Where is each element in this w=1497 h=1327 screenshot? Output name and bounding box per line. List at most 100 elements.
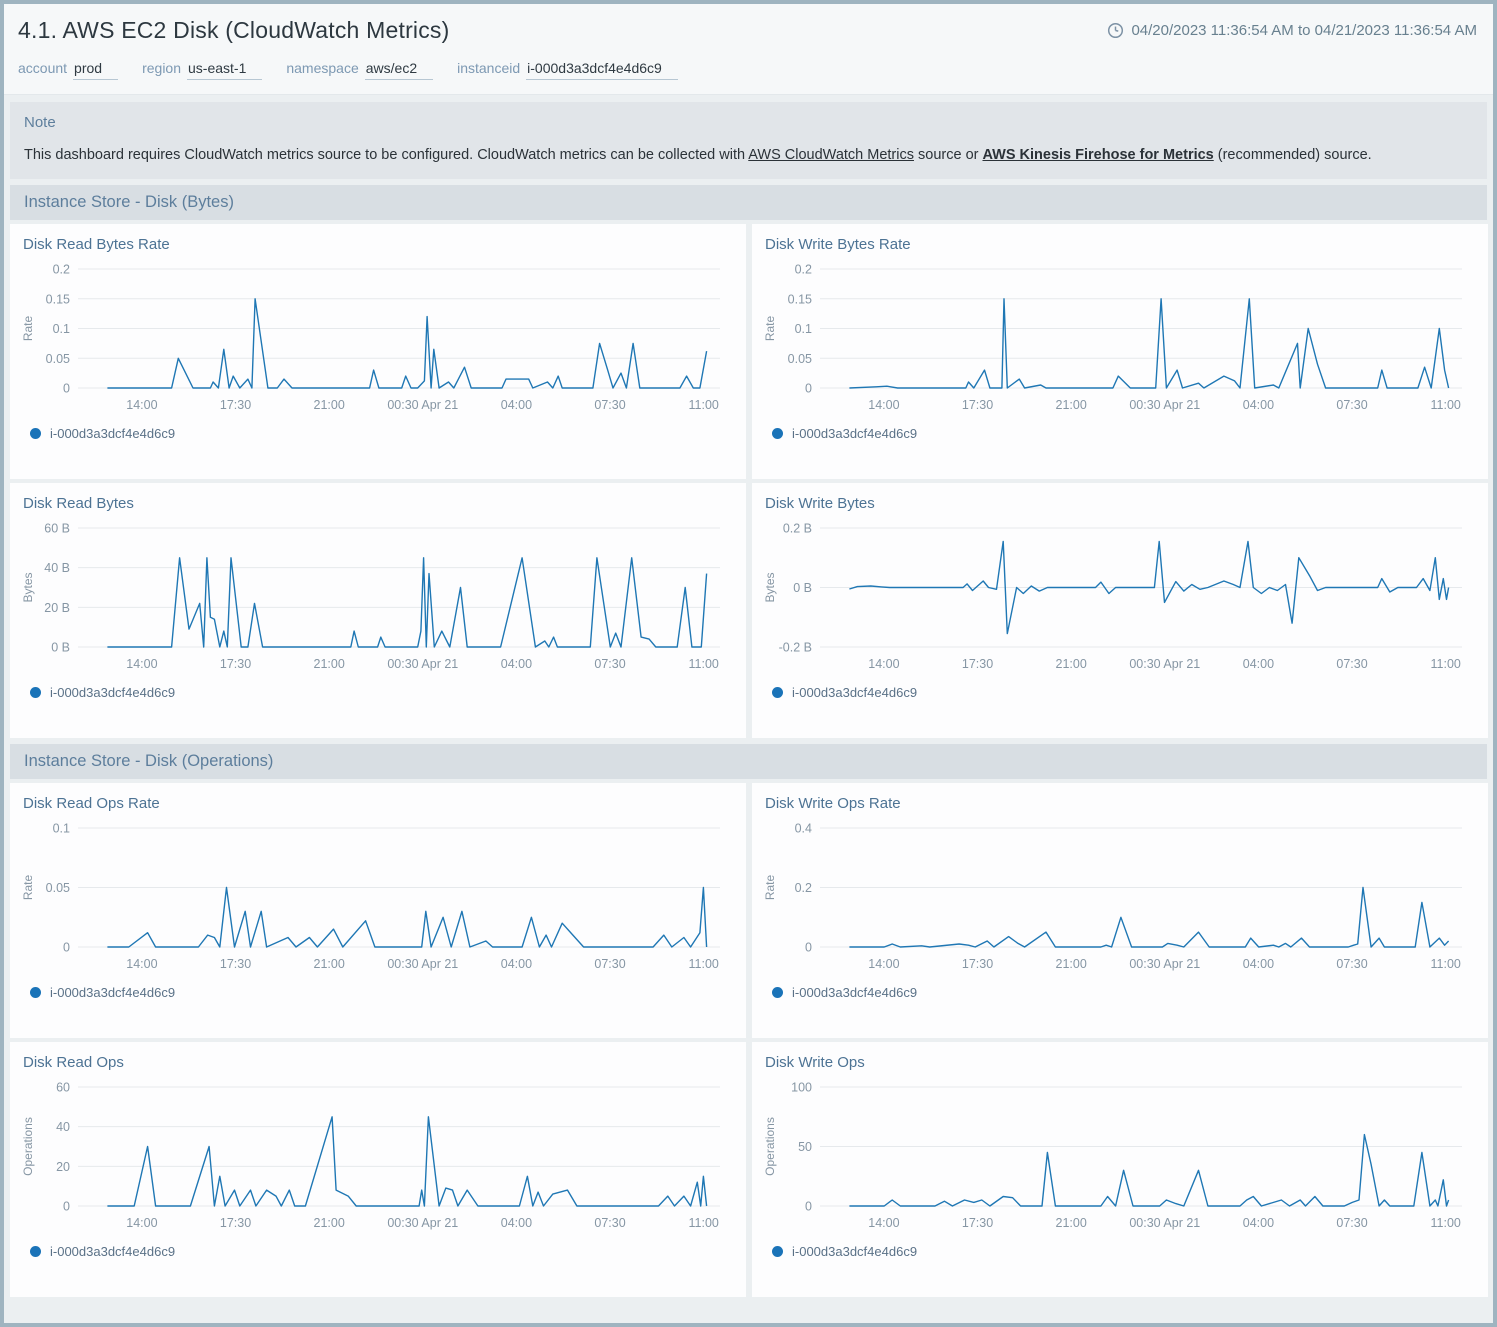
legend-dot-icon <box>772 687 783 698</box>
legend-item-disk_read_bytes[interactable]: i-000d3a3dcf4e4d6c9 <box>10 685 746 700</box>
svg-text:11:00: 11:00 <box>689 1216 719 1230</box>
chart-canvas-disk_write_ops[interactable]: 100500Operations14:0017:3021:0000:30 Apr… <box>752 1075 1488 1233</box>
y-axis-label: Rate <box>21 316 35 342</box>
svg-text:0.05: 0.05 <box>46 881 70 895</box>
y-axis-label: Operations <box>763 1117 777 1176</box>
filter-instanceid: instanceid i-000d3a3dcf4e4d6c9 <box>457 60 678 80</box>
svg-text:50: 50 <box>798 1140 812 1154</box>
cloudwatch-metrics-link[interactable]: AWS CloudWatch Metrics <box>748 147 914 163</box>
note-text-before: This dashboard requires CloudWatch metri… <box>24 147 748 163</box>
svg-text:0.1: 0.1 <box>53 322 70 336</box>
note-panel: Note This dashboard requires CloudWatch … <box>10 102 1487 179</box>
clock-icon <box>1107 22 1124 39</box>
note-title: Note <box>24 114 1473 131</box>
legend-dot-icon <box>772 428 783 439</box>
svg-text:14:00: 14:00 <box>868 1216 899 1230</box>
svg-text:0.4: 0.4 <box>795 822 812 836</box>
svg-text:11:00: 11:00 <box>689 657 719 671</box>
note-text-mid: source or <box>914 147 983 163</box>
filter-account-label: account <box>18 60 67 76</box>
kinesis-firehose-link[interactable]: AWS Kinesis Firehose for Metrics <box>982 147 1213 163</box>
svg-text:04:00: 04:00 <box>1243 657 1274 671</box>
y-axis-label: Rate <box>763 316 777 342</box>
filter-namespace: namespace aws/ec2 <box>286 60 433 80</box>
legend-label: i-000d3a3dcf4e4d6c9 <box>792 426 917 441</box>
svg-text:17:30: 17:30 <box>220 957 251 971</box>
dashboard-header: 4.1. AWS EC2 Disk (CloudWatch Metrics) 0… <box>4 4 1493 95</box>
legend-label: i-000d3a3dcf4e4d6c9 <box>792 685 917 700</box>
legend-item-disk_read_ops[interactable]: i-000d3a3dcf4e4d6c9 <box>10 1244 746 1259</box>
chart-canvas-disk_read_bytes[interactable]: 60 B40 B20 B0 BBytes14:0017:3021:0000:30… <box>10 516 746 674</box>
svg-text:17:30: 17:30 <box>220 398 251 412</box>
chart-canvas-disk_write_bytes_rate[interactable]: 0.20.150.10.050Rate14:0017:3021:0000:30 … <box>752 257 1488 415</box>
svg-text:04:00: 04:00 <box>501 657 532 671</box>
svg-text:0.15: 0.15 <box>788 292 812 306</box>
svg-text:0: 0 <box>805 382 812 396</box>
svg-text:04:00: 04:00 <box>501 1216 532 1230</box>
svg-text:0.1: 0.1 <box>795 322 812 336</box>
chart-panel-disk_read_bytes: Disk Read Bytes60 B40 B20 B0 BBytes14:00… <box>10 483 746 738</box>
legend-label: i-000d3a3dcf4e4d6c9 <box>792 985 917 1000</box>
chart-title-disk_write_bytes: Disk Write Bytes <box>752 495 1488 516</box>
chart-title-disk_read_ops: Disk Read Ops <box>10 1054 746 1075</box>
filter-bar: account prod region us-east-1 namespace … <box>4 54 1493 94</box>
svg-text:0: 0 <box>805 1200 812 1214</box>
chart-panel-disk_read_bytes_rate: Disk Read Bytes Rate0.20.150.10.050Rate1… <box>10 224 746 479</box>
chart-title-disk_write_bytes_rate: Disk Write Bytes Rate <box>752 236 1488 257</box>
y-axis-label: Bytes <box>763 572 777 602</box>
section-header-disk-bytes: Instance Store - Disk (Bytes) <box>10 185 1487 220</box>
y-axis-label: Rate <box>763 875 777 901</box>
chart-grid-operations: Disk Read Ops Rate0.10.050Rate14:0017:30… <box>10 783 1487 1297</box>
svg-text:21:00: 21:00 <box>1056 957 1087 971</box>
svg-text:11:00: 11:00 <box>689 398 719 412</box>
svg-text:00:30 Apr 21: 00:30 Apr 21 <box>1129 657 1200 671</box>
y-axis-label: Rate <box>21 875 35 901</box>
chart-panel-disk_write_bytes: Disk Write Bytes0.2 B0 B-0.2 BBytes14:00… <box>752 483 1488 738</box>
chart-panel-disk_write_ops_rate: Disk Write Ops Rate0.40.20Rate14:0017:30… <box>752 783 1488 1038</box>
legend-item-disk_read_bytes_rate[interactable]: i-000d3a3dcf4e4d6c9 <box>10 426 746 441</box>
filter-instanceid-value[interactable]: i-000d3a3dcf4e4d6c9 <box>526 60 678 80</box>
chart-title-disk_write_ops_rate: Disk Write Ops Rate <box>752 795 1488 816</box>
svg-text:04:00: 04:00 <box>1243 1216 1274 1230</box>
svg-text:04:00: 04:00 <box>1243 398 1274 412</box>
note-text: This dashboard requires CloudWatch metri… <box>24 147 1473 163</box>
filter-namespace-label: namespace <box>286 60 358 76</box>
chart-canvas-disk_write_ops_rate[interactable]: 0.40.20Rate14:0017:3021:0000:30 Apr 2104… <box>752 816 1488 974</box>
svg-text:07:30: 07:30 <box>1336 1216 1367 1230</box>
svg-text:04:00: 04:00 <box>1243 957 1274 971</box>
svg-text:17:30: 17:30 <box>962 398 993 412</box>
legend-dot-icon <box>772 1246 783 1257</box>
chart-panel-disk_write_ops: Disk Write Ops100500Operations14:0017:30… <box>752 1042 1488 1297</box>
filter-instanceid-label: instanceid <box>457 60 520 76</box>
svg-text:00:30 Apr 21: 00:30 Apr 21 <box>387 398 458 412</box>
svg-text:0: 0 <box>805 941 812 955</box>
filter-account-value[interactable]: prod <box>73 60 118 80</box>
chart-canvas-disk_read_ops[interactable]: 6040200Operations14:0017:3021:0000:30 Ap… <box>10 1075 746 1233</box>
svg-text:21:00: 21:00 <box>314 1216 345 1230</box>
legend-item-disk_write_bytes_rate[interactable]: i-000d3a3dcf4e4d6c9 <box>752 426 1488 441</box>
legend-label: i-000d3a3dcf4e4d6c9 <box>50 1244 175 1259</box>
svg-text:00:30 Apr 21: 00:30 Apr 21 <box>1129 1216 1200 1230</box>
chart-title-disk_read_ops_rate: Disk Read Ops Rate <box>10 795 746 816</box>
svg-text:20 B: 20 B <box>44 601 70 615</box>
svg-text:00:30 Apr 21: 00:30 Apr 21 <box>387 957 458 971</box>
chart-canvas-disk_read_bytes_rate[interactable]: 0.20.150.10.050Rate14:0017:3021:0000:30 … <box>10 257 746 415</box>
filter-namespace-value[interactable]: aws/ec2 <box>365 60 433 80</box>
time-range-control[interactable]: 04/20/2023 11:36:54 AM to 04/21/2023 11:… <box>1107 22 1477 39</box>
legend-item-disk_write_ops[interactable]: i-000d3a3dcf4e4d6c9 <box>752 1244 1488 1259</box>
filter-region-label: region <box>142 60 181 76</box>
chart-canvas-disk_write_bytes[interactable]: 0.2 B0 B-0.2 BBytes14:0017:3021:0000:30 … <box>752 516 1488 674</box>
svg-text:0.05: 0.05 <box>46 352 70 366</box>
filter-region-value[interactable]: us-east-1 <box>187 60 262 80</box>
legend-item-disk_write_ops_rate[interactable]: i-000d3a3dcf4e4d6c9 <box>752 985 1488 1000</box>
chart-canvas-disk_read_ops_rate[interactable]: 0.10.050Rate14:0017:3021:0000:30 Apr 210… <box>10 816 746 974</box>
legend-item-disk_write_bytes[interactable]: i-000d3a3dcf4e4d6c9 <box>752 685 1488 700</box>
filter-account: account prod <box>18 60 118 80</box>
svg-text:11:00: 11:00 <box>1431 657 1461 671</box>
svg-text:17:30: 17:30 <box>962 657 993 671</box>
svg-text:-0.2 B: -0.2 B <box>779 641 812 655</box>
svg-text:11:00: 11:00 <box>689 957 719 971</box>
note-text-after: (recommended) source. <box>1214 147 1372 163</box>
y-axis-label: Bytes <box>21 572 35 602</box>
legend-item-disk_read_ops_rate[interactable]: i-000d3a3dcf4e4d6c9 <box>10 985 746 1000</box>
